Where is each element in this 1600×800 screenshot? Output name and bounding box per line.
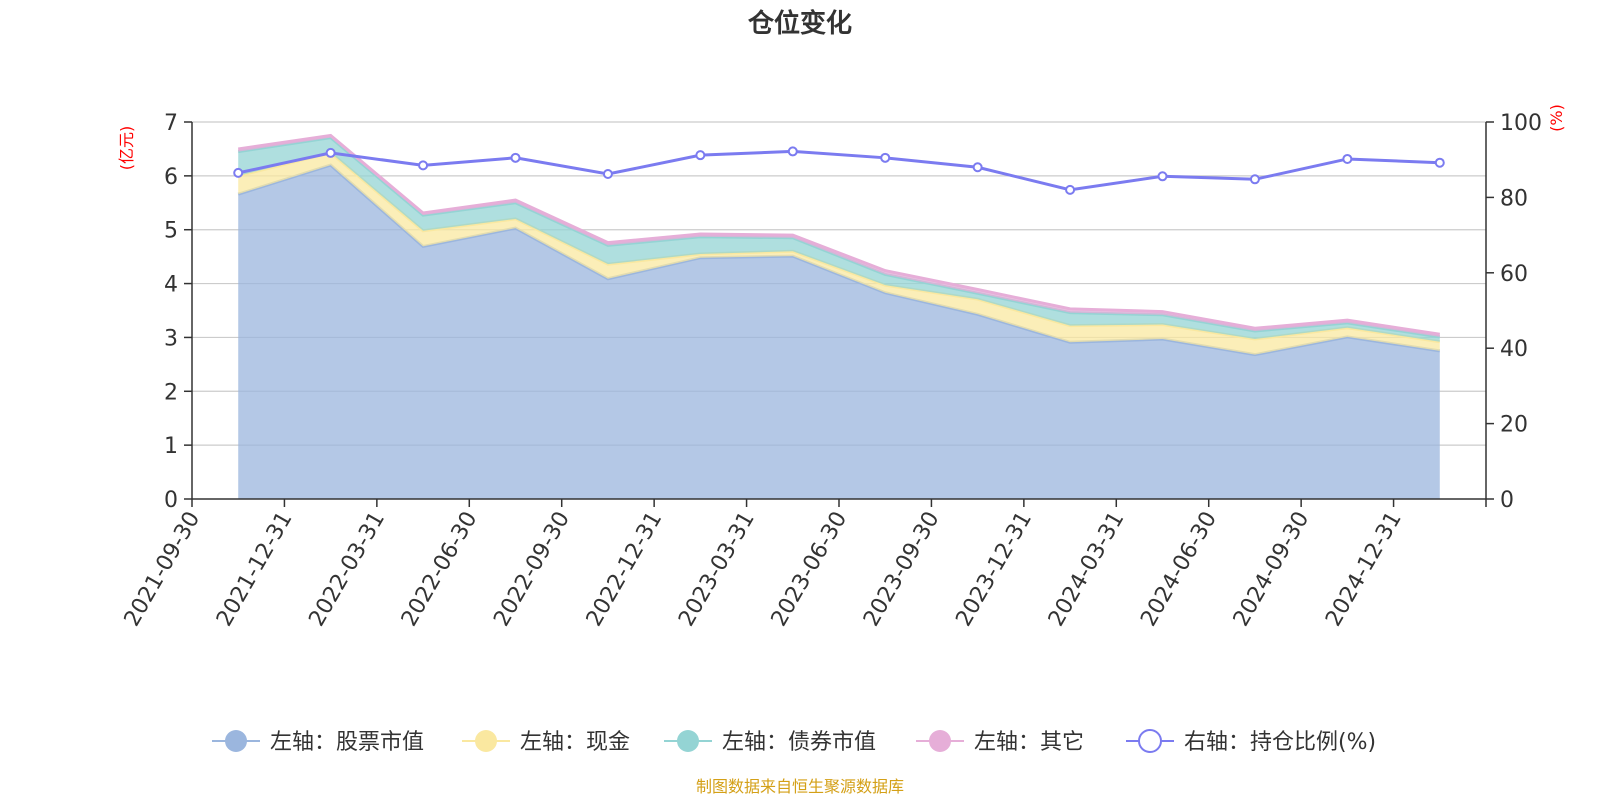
left-tick-label: 0 [164, 488, 178, 513]
ratio-point [695, 150, 706, 161]
right-axis-unit: (%) [1547, 104, 1566, 132]
ratio-point [233, 167, 244, 178]
legend-swatch-marker [225, 730, 247, 752]
left-tick-label: 3 [164, 326, 178, 351]
x-tick-label: 2022-03-31 [304, 508, 390, 631]
x-tick-label: 2022-12-31 [582, 508, 668, 631]
x-tick-label: 2023-03-31 [674, 508, 760, 631]
legend-label: 左轴：其它 [974, 730, 1084, 755]
left-tick-label: 2 [164, 380, 178, 405]
chart-title: 仓位变化 [747, 8, 852, 39]
left-tick-label: 7 [164, 111, 178, 136]
ratio-point [510, 152, 521, 163]
x-tick-label: 2024-12-31 [1321, 508, 1407, 631]
holding-ratio-line [233, 146, 1445, 195]
ratio-line-path [237, 149, 1440, 192]
ratio-point [972, 162, 983, 173]
ratio-point [1157, 171, 1168, 182]
legend-label: 左轴：债券市值 [722, 730, 876, 755]
x-tick-label: 2021-09-30 [120, 508, 206, 631]
x-tick-label: 2021-12-31 [212, 508, 298, 631]
x-tick-label: 2023-06-30 [767, 508, 853, 631]
area-series-1 [238, 152, 1440, 355]
ratio-point [880, 152, 891, 163]
legend-swatch-marker [1138, 729, 1162, 753]
area-edge-series-3 [237, 133, 1441, 336]
stacked-areas [237, 133, 1441, 500]
ratio-point [1065, 184, 1076, 195]
source-note: 制图数据来自恒生聚源数据库 [696, 777, 904, 796]
ratio-point [1434, 157, 1445, 168]
ratio-point [1249, 174, 1260, 185]
ratio-point [325, 147, 336, 158]
right-tick-label: 100 [1500, 111, 1542, 136]
x-tick-label: 2022-06-30 [397, 508, 483, 631]
ratio-point [1342, 153, 1353, 164]
legend-label: 左轴：股票市值 [270, 730, 424, 755]
legend: 左轴：股票市值 左轴：现金 左轴：债券市值 左轴：其它 右轴：持仓比例(%) [212, 729, 1376, 755]
x-tick-label: 2024-03-31 [1044, 508, 1130, 631]
right-tick-label: 20 [1500, 413, 1528, 438]
x-tick-label: 2023-09-30 [859, 508, 945, 631]
left-tick-label: 6 [164, 165, 178, 190]
legend-label: 左轴：现金 [520, 730, 630, 755]
right-tick-label: 60 [1500, 262, 1528, 287]
x-tick-label: 2024-09-30 [1229, 508, 1315, 631]
legend-swatch-marker [677, 730, 699, 752]
ratio-point [787, 146, 798, 157]
area-series-0 [238, 165, 1440, 500]
right-tick-label: 0 [1500, 488, 1514, 513]
right-tick-label: 80 [1500, 186, 1528, 211]
legend-label: 右轴：持仓比例(%) [1184, 730, 1376, 755]
x-tick-label: 2022-09-30 [489, 508, 575, 631]
ratio-point [418, 160, 429, 171]
area-edge-series-2 [237, 136, 1441, 339]
legend-swatch-marker [475, 730, 497, 752]
x-tick-label: 2023-12-31 [951, 508, 1037, 631]
left-tick-label: 4 [164, 273, 178, 298]
left-tick-label: 1 [164, 434, 178, 459]
left-axis-unit: (亿元) [117, 126, 136, 171]
ratio-point [602, 169, 613, 180]
x-tick-label: 2024-06-30 [1136, 508, 1222, 631]
legend-swatch-marker [929, 730, 951, 752]
left-tick-label: 5 [164, 219, 178, 244]
right-tick-label: 40 [1500, 337, 1528, 362]
